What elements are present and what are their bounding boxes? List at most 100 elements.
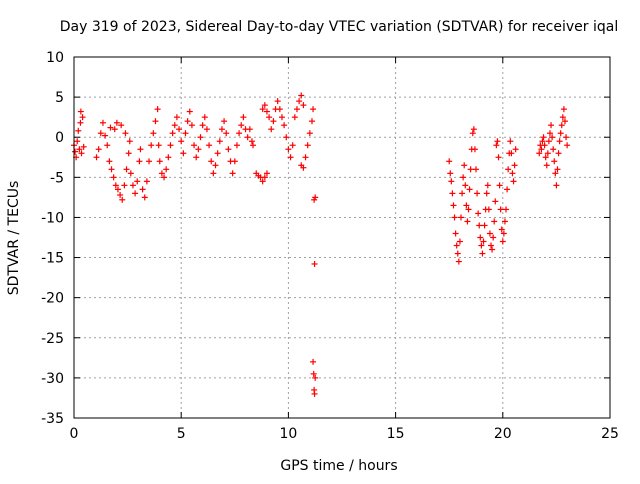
- data-point: [490, 234, 497, 241]
- data-point: [465, 206, 472, 213]
- grid-lines: [74, 57, 610, 418]
- data-point: [546, 130, 553, 137]
- y-axis-label: SDTVAR / TECUs: [6, 181, 22, 296]
- data-point: [300, 102, 307, 109]
- data-point: [548, 122, 555, 129]
- data-point: [266, 114, 273, 121]
- data-point: [123, 166, 130, 173]
- x-tick-label: 25: [601, 426, 619, 442]
- data-point: [489, 246, 496, 253]
- data-point: [488, 242, 495, 249]
- data-point: [289, 142, 296, 149]
- data-point: [476, 222, 483, 229]
- y-tick-label: -5: [50, 170, 64, 186]
- data-point: [312, 194, 319, 201]
- data-point: [129, 182, 136, 189]
- plot-frame: [73, 56, 611, 419]
- data-point: [216, 138, 223, 145]
- data-point: [446, 158, 453, 165]
- data-point: [447, 170, 454, 177]
- data-point: [72, 148, 79, 155]
- data-point: [296, 98, 303, 105]
- data-point: [461, 162, 468, 169]
- data-point: [114, 186, 121, 193]
- data-point: [119, 196, 126, 203]
- data-point: [451, 214, 458, 221]
- data-point: [474, 190, 481, 197]
- data-point: [454, 250, 461, 257]
- data-point: [310, 106, 317, 113]
- data-point: [555, 150, 562, 157]
- data-point: [121, 182, 128, 189]
- data-point: [75, 127, 82, 134]
- data-point: [293, 106, 300, 113]
- data-point: [206, 142, 213, 149]
- data-point: [199, 122, 206, 129]
- data-point: [268, 126, 275, 133]
- y-tick-label: -15: [41, 251, 64, 267]
- data-point: [154, 106, 161, 113]
- data-point: [298, 92, 305, 99]
- data-point: [208, 158, 215, 165]
- data-point: [221, 118, 228, 125]
- data-point: [510, 178, 517, 185]
- data-point: [462, 182, 469, 189]
- data-point: [311, 260, 318, 267]
- data-point: [118, 122, 125, 129]
- data-point: [560, 106, 567, 113]
- data-point: [312, 374, 319, 381]
- x-axis-label: GPS time / hours: [280, 458, 397, 474]
- data-point: [469, 130, 476, 137]
- data-point: [176, 126, 183, 133]
- data-point: [311, 390, 318, 397]
- data-point: [291, 114, 298, 121]
- data-point: [201, 114, 208, 121]
- data-point: [212, 162, 219, 169]
- data-point: [186, 108, 193, 115]
- data-point: [559, 114, 566, 121]
- data-point: [102, 132, 109, 139]
- data-point: [261, 174, 268, 181]
- data-point: [95, 146, 102, 153]
- data-point: [503, 206, 510, 213]
- data-point: [470, 126, 477, 133]
- data-point: [276, 106, 283, 113]
- data-point: [178, 138, 185, 145]
- data-point: [463, 202, 470, 209]
- data-point: [97, 130, 104, 137]
- data-point: [80, 143, 87, 150]
- data-point: [561, 118, 568, 125]
- axes: 0 5 10 15 20 25 10 5 0 -5 -10 -15 -20 -25 -30 -35: [41, 50, 619, 442]
- data-point: [117, 191, 124, 198]
- data-point: [203, 126, 210, 133]
- data-point: [486, 230, 493, 237]
- y-tick-label: -25: [41, 331, 64, 347]
- data-point: [481, 222, 488, 229]
- data-point: [137, 146, 144, 153]
- data-point: [544, 150, 551, 157]
- data-point: [498, 226, 505, 233]
- data-point: [308, 118, 315, 125]
- data-point: [173, 114, 180, 121]
- data-point: [136, 158, 143, 165]
- data-point: [78, 150, 85, 157]
- data-point: [452, 230, 459, 237]
- data-point: [552, 170, 559, 177]
- data-point: [259, 106, 266, 113]
- data-point: [93, 154, 100, 161]
- data-point: [167, 142, 174, 149]
- data-point: [285, 146, 292, 153]
- data-point: [240, 114, 247, 121]
- data-point: [549, 134, 556, 141]
- data-point: [542, 154, 549, 161]
- data-point: [480, 238, 487, 245]
- data-point: [495, 154, 502, 161]
- data-point: [545, 138, 552, 145]
- y-tick-label: -10: [41, 210, 64, 226]
- data-point: [231, 158, 238, 165]
- data-point: [501, 218, 508, 225]
- data-point: [457, 214, 464, 221]
- data-point: [310, 358, 317, 365]
- data-point: [112, 182, 119, 189]
